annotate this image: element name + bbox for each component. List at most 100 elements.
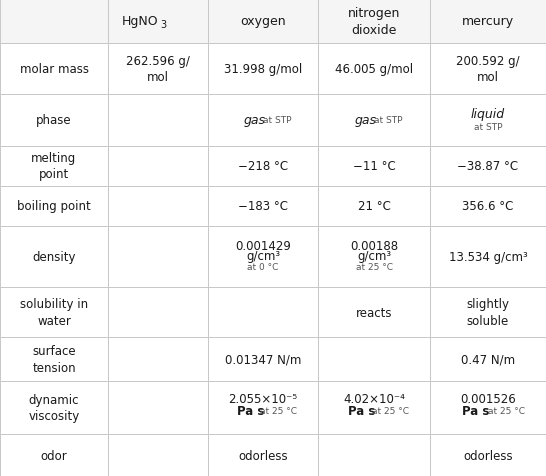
Bar [208, 381, 318, 434]
Text: −218 °C: −218 °C [238, 160, 288, 173]
Bar [0, 381, 108, 434]
Bar [108, 381, 208, 434]
Bar [108, 337, 208, 381]
Text: 46.005 g/mol: 46.005 g/mol [335, 63, 413, 76]
Text: 31.998 g/mol: 31.998 g/mol [224, 63, 302, 76]
Bar [318, 95, 430, 146]
Text: gas: gas [244, 114, 266, 127]
Text: melting
point: melting point [31, 151, 76, 181]
Bar [0, 0, 108, 44]
Bar [430, 146, 546, 186]
Bar [0, 434, 108, 476]
Text: 13.534 g/cm³: 13.534 g/cm³ [449, 250, 527, 264]
Bar [208, 95, 318, 146]
Text: gas: gas [355, 114, 377, 127]
Text: solubility in
water: solubility in water [20, 298, 88, 327]
Text: at STP: at STP [474, 123, 502, 132]
Text: mercury: mercury [462, 15, 514, 29]
Text: 2.055×10⁻⁵: 2.055×10⁻⁵ [228, 392, 298, 405]
Text: nitrogen
dioxide: nitrogen dioxide [348, 7, 400, 37]
Bar [208, 0, 318, 44]
Bar [430, 381, 546, 434]
Bar [318, 381, 430, 434]
Bar [318, 434, 430, 476]
Bar [318, 337, 430, 381]
Bar [430, 288, 546, 337]
Bar [430, 44, 546, 95]
Bar [0, 186, 108, 226]
Bar [318, 44, 430, 95]
Bar [108, 95, 208, 146]
Text: odor: odor [40, 448, 67, 462]
Text: at 25 °C: at 25 °C [355, 262, 393, 271]
Text: g/cm³: g/cm³ [357, 249, 391, 262]
Bar [318, 186, 430, 226]
Bar [430, 186, 546, 226]
Text: 356.6 °C: 356.6 °C [462, 200, 514, 213]
Text: density: density [32, 250, 76, 264]
Bar [108, 146, 208, 186]
Bar [318, 0, 430, 44]
Bar [318, 146, 430, 186]
Text: odorless: odorless [238, 448, 288, 462]
Bar [430, 0, 546, 44]
Bar [430, 337, 546, 381]
Bar [208, 186, 318, 226]
Bar [108, 0, 208, 44]
Bar [430, 434, 546, 476]
Bar [0, 288, 108, 337]
Text: at STP: at STP [263, 116, 291, 125]
Bar [208, 44, 318, 95]
Bar [0, 146, 108, 186]
Text: Pa s: Pa s [238, 404, 265, 417]
Text: 0.47 N/m: 0.47 N/m [461, 353, 515, 366]
Bar [208, 337, 318, 381]
Text: HgNO: HgNO [121, 15, 158, 29]
Text: at 25 °C: at 25 °C [488, 406, 525, 415]
Text: 21 °C: 21 °C [358, 200, 390, 213]
Text: at 0 °C: at 0 °C [247, 262, 278, 271]
Text: reacts: reacts [356, 306, 392, 319]
Bar [108, 288, 208, 337]
Bar [0, 226, 108, 288]
Bar [0, 95, 108, 146]
Bar [108, 226, 208, 288]
Text: phase: phase [36, 114, 72, 127]
Text: 4.02×10⁻⁴: 4.02×10⁻⁴ [343, 392, 405, 405]
Text: g/cm³: g/cm³ [246, 249, 280, 262]
Text: at STP: at STP [374, 116, 402, 125]
Text: molar mass: molar mass [20, 63, 88, 76]
Bar [108, 434, 208, 476]
Bar [0, 337, 108, 381]
Text: Pa s: Pa s [462, 404, 490, 417]
Text: 262.596 g/
mol: 262.596 g/ mol [126, 55, 190, 84]
Bar [108, 44, 208, 95]
Text: 0.001429: 0.001429 [235, 239, 291, 252]
Bar [318, 226, 430, 288]
Text: liquid: liquid [471, 108, 505, 121]
Bar [208, 434, 318, 476]
Text: dynamic
viscosity: dynamic viscosity [28, 393, 80, 422]
Text: 200.592 g/
mol: 200.592 g/ mol [456, 55, 520, 84]
Text: boiling point: boiling point [17, 200, 91, 213]
Text: −183 °C: −183 °C [238, 200, 288, 213]
Text: −11 °C: −11 °C [353, 160, 395, 173]
Bar [318, 288, 430, 337]
Text: at 25 °C: at 25 °C [260, 406, 298, 415]
Text: oxygen: oxygen [240, 15, 286, 29]
Text: odorless: odorless [463, 448, 513, 462]
Text: 0.001526: 0.001526 [460, 392, 516, 405]
Text: at 25 °C: at 25 °C [371, 406, 408, 415]
Bar [108, 186, 208, 226]
Text: surface
tension: surface tension [32, 345, 76, 374]
Text: 0.01347 N/m: 0.01347 N/m [225, 353, 301, 366]
Bar [208, 288, 318, 337]
Text: 0.00188: 0.00188 [350, 239, 398, 252]
Bar [208, 146, 318, 186]
Text: −38.87 °C: −38.87 °C [458, 160, 519, 173]
Bar [208, 226, 318, 288]
Bar [0, 44, 108, 95]
Text: 3: 3 [160, 20, 166, 30]
Text: slightly
soluble: slightly soluble [466, 298, 509, 327]
Bar [430, 95, 546, 146]
